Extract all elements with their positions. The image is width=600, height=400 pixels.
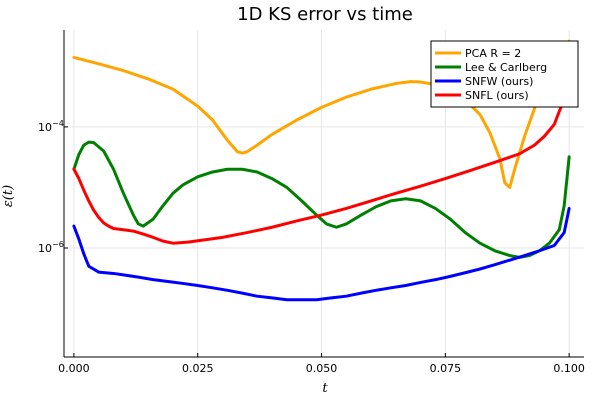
y-axis-ticks: 10−6 10−4 (38, 119, 68, 255)
series-line-4 (72, 84, 571, 245)
series-line-1 (72, 39, 571, 189)
x-tick-label: 0.075 (430, 362, 462, 375)
chart-title: 1D KS error vs time (237, 4, 413, 25)
series-line-3 (72, 206, 571, 302)
y-tick-label: 10−6 (38, 240, 64, 255)
x-axis-label: t (322, 381, 328, 396)
legend-label: Lee & Carlberg (465, 61, 547, 74)
x-axis-ticks: 0.000 0.025 0.050 0.075 0.100 (58, 353, 585, 375)
x-tick-label: 0.100 (553, 362, 585, 375)
x-tick-label: 0.025 (182, 362, 214, 375)
series-line-2 (72, 140, 571, 259)
legend-label: PCA R = 2 (465, 47, 521, 60)
legend-label: SNFL (ours) (465, 89, 529, 102)
legend-label: SNFW (ours) (465, 75, 533, 88)
x-tick-label: 0.050 (306, 362, 338, 375)
x-tick-label: 0.000 (58, 362, 90, 375)
y-axis-label: ε(t) (1, 185, 16, 207)
series-lines (72, 39, 571, 302)
y-tick-label: 10−4 (38, 119, 64, 134)
